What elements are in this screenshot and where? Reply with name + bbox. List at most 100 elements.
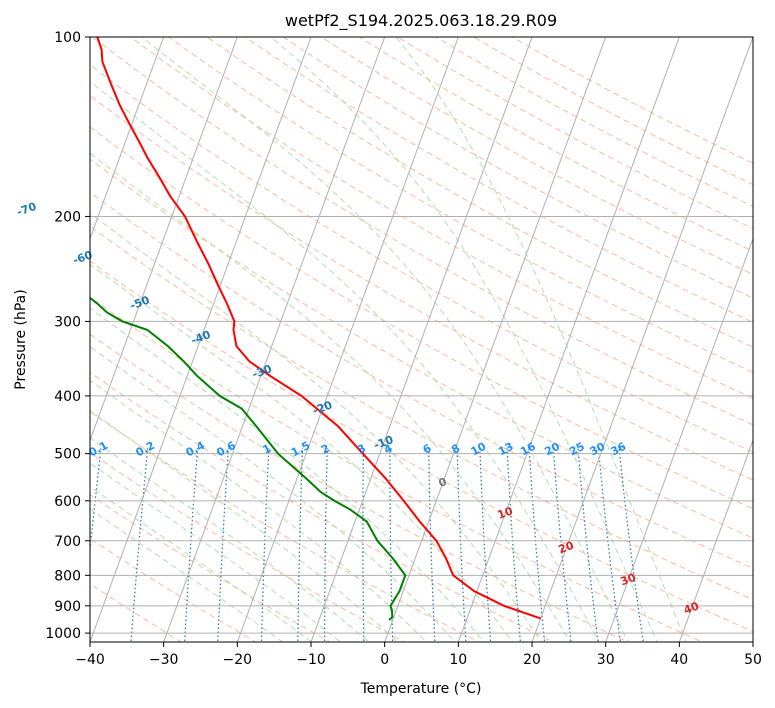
x-axis-ticks: −40 −30 −20 −10 0 10 20 30 40 50 xyxy=(75,642,762,668)
mixing-ratio-label: 10 xyxy=(469,440,489,459)
moist-adiabat-line xyxy=(269,37,658,642)
x-tick-label: −10 xyxy=(296,652,326,668)
isotherm-line xyxy=(90,37,312,642)
mixing-ratio-line xyxy=(479,448,492,642)
y-tick-label: 200 xyxy=(54,209,81,225)
chart-title: wetPf2_S194.2025.063.18.29.R09 xyxy=(285,11,557,31)
mixing-ratio-line xyxy=(183,448,199,642)
mixing-ratio-label: 36 xyxy=(609,440,629,459)
dry-adiabat-line xyxy=(167,37,753,373)
isotherm-label: -70 xyxy=(15,200,38,219)
x-tick-label: 10 xyxy=(449,652,467,668)
dry-adiabat-line xyxy=(206,37,753,348)
moist-adiabat-line xyxy=(90,81,600,642)
dry-adiabat-line xyxy=(90,260,753,633)
dry-adiabat-line xyxy=(511,37,753,164)
dry-adiabat-line xyxy=(90,191,753,570)
y-axis-title: Pressure (hPa) xyxy=(13,289,29,389)
x-tick-label: 40 xyxy=(670,652,688,668)
profile-lines xyxy=(90,37,541,621)
mixing-ratio-line xyxy=(130,448,149,642)
dry-adiabat-line xyxy=(90,494,332,642)
dry-adiabat-line xyxy=(282,37,753,299)
y-tick-label: 500 xyxy=(54,447,81,463)
dry-adiabat-line xyxy=(90,333,629,642)
temperature-line xyxy=(96,37,541,620)
moist-adiabat-line xyxy=(90,307,485,642)
dry-adiabat-line xyxy=(90,64,753,453)
y-tick-label: 1000 xyxy=(45,626,81,642)
isotherm-line xyxy=(605,237,753,642)
x-axis-title: Temperature (°C) xyxy=(360,681,482,697)
mixing-ratio-line xyxy=(362,448,365,642)
isotherm-line xyxy=(163,37,386,642)
isotherm-label: 10 xyxy=(496,504,515,522)
dry-adiabat-line xyxy=(244,37,753,323)
moist-adiabat-line xyxy=(90,409,399,642)
moist-adiabat-line xyxy=(140,37,629,642)
mixing-ratio-line xyxy=(577,448,599,642)
plot-frame xyxy=(89,36,754,643)
isotherm-line xyxy=(384,37,607,642)
dry-adiabat-line xyxy=(90,411,480,642)
x-tick-label: −20 xyxy=(223,652,253,668)
isotherm-line xyxy=(678,438,753,642)
mixing-ratio-label: 20 xyxy=(542,440,562,459)
y-axis-ticks: 1000 900 800 700 600 500 400 300 200 100 xyxy=(45,30,90,642)
y-tick-label: 400 xyxy=(54,389,81,405)
dewpoint-line xyxy=(90,296,407,621)
isotherm-label: 30 xyxy=(619,571,638,589)
isotherm-label: 0 xyxy=(437,475,449,490)
moist-adiabat-line xyxy=(90,263,514,642)
moist-adiabat-line xyxy=(90,152,571,642)
y-tick-label: 100 xyxy=(54,30,81,46)
mixing-ratio-line xyxy=(297,448,304,642)
y-tick-label: 700 xyxy=(54,534,81,550)
isotherm-line xyxy=(531,37,753,642)
dry-adiabat-line xyxy=(91,37,753,426)
x-tick-label: 20 xyxy=(523,652,541,668)
dry-adiabat-line xyxy=(90,371,555,642)
moist-adiabat-line xyxy=(90,486,313,642)
mixing-ratio-label: 16 xyxy=(518,440,538,459)
isotherm-line xyxy=(457,37,680,642)
mixing-ratio-label: 13 xyxy=(496,440,516,459)
x-tick-label: 50 xyxy=(744,652,762,668)
dry-adiabat-line xyxy=(320,37,753,276)
y-tick-label: 900 xyxy=(54,599,81,615)
dry-adiabat-line xyxy=(358,37,753,252)
x-tick-label: 30 xyxy=(597,652,615,668)
mixing-ratio-line xyxy=(506,448,522,642)
mixing-ratio-label: 25 xyxy=(567,440,587,459)
x-tick-label: −40 xyxy=(75,652,105,668)
isotherm-label: 20 xyxy=(557,539,576,557)
isotherm-line xyxy=(310,37,533,642)
mixing-ratio-line xyxy=(217,448,229,642)
mixing-ratio-line xyxy=(428,448,436,642)
moist-adiabat-line xyxy=(90,508,284,642)
dry-adiabat-line xyxy=(90,94,753,481)
mixing-ratio-line xyxy=(552,448,572,642)
moist-adiabat-line xyxy=(395,37,687,642)
moist-adiabat-line xyxy=(90,437,370,642)
background-lines xyxy=(90,37,753,642)
mixing-ratio-line xyxy=(389,448,394,642)
dry-adiabat-line xyxy=(129,37,753,399)
y-tick-label: 600 xyxy=(54,494,81,510)
y-tick-label: 300 xyxy=(54,314,81,330)
x-tick-label: −30 xyxy=(149,652,179,668)
mixing-ratio-line xyxy=(260,448,270,642)
isotherm-label: 40 xyxy=(682,599,701,617)
pressure-gridlines xyxy=(90,37,753,634)
mixing-ratio-line xyxy=(618,448,644,642)
isotherm-line xyxy=(236,37,459,642)
x-tick-label: 0 xyxy=(380,652,389,668)
isotherm-line xyxy=(90,37,238,442)
dry-adiabat-line xyxy=(90,537,257,642)
dry-adiabat-line xyxy=(90,225,753,601)
mixing-ratio-line xyxy=(597,448,622,642)
y-tick-label: 800 xyxy=(54,568,81,584)
moist-adiabat-line xyxy=(90,379,428,642)
moist-adiabat-line xyxy=(90,462,342,642)
